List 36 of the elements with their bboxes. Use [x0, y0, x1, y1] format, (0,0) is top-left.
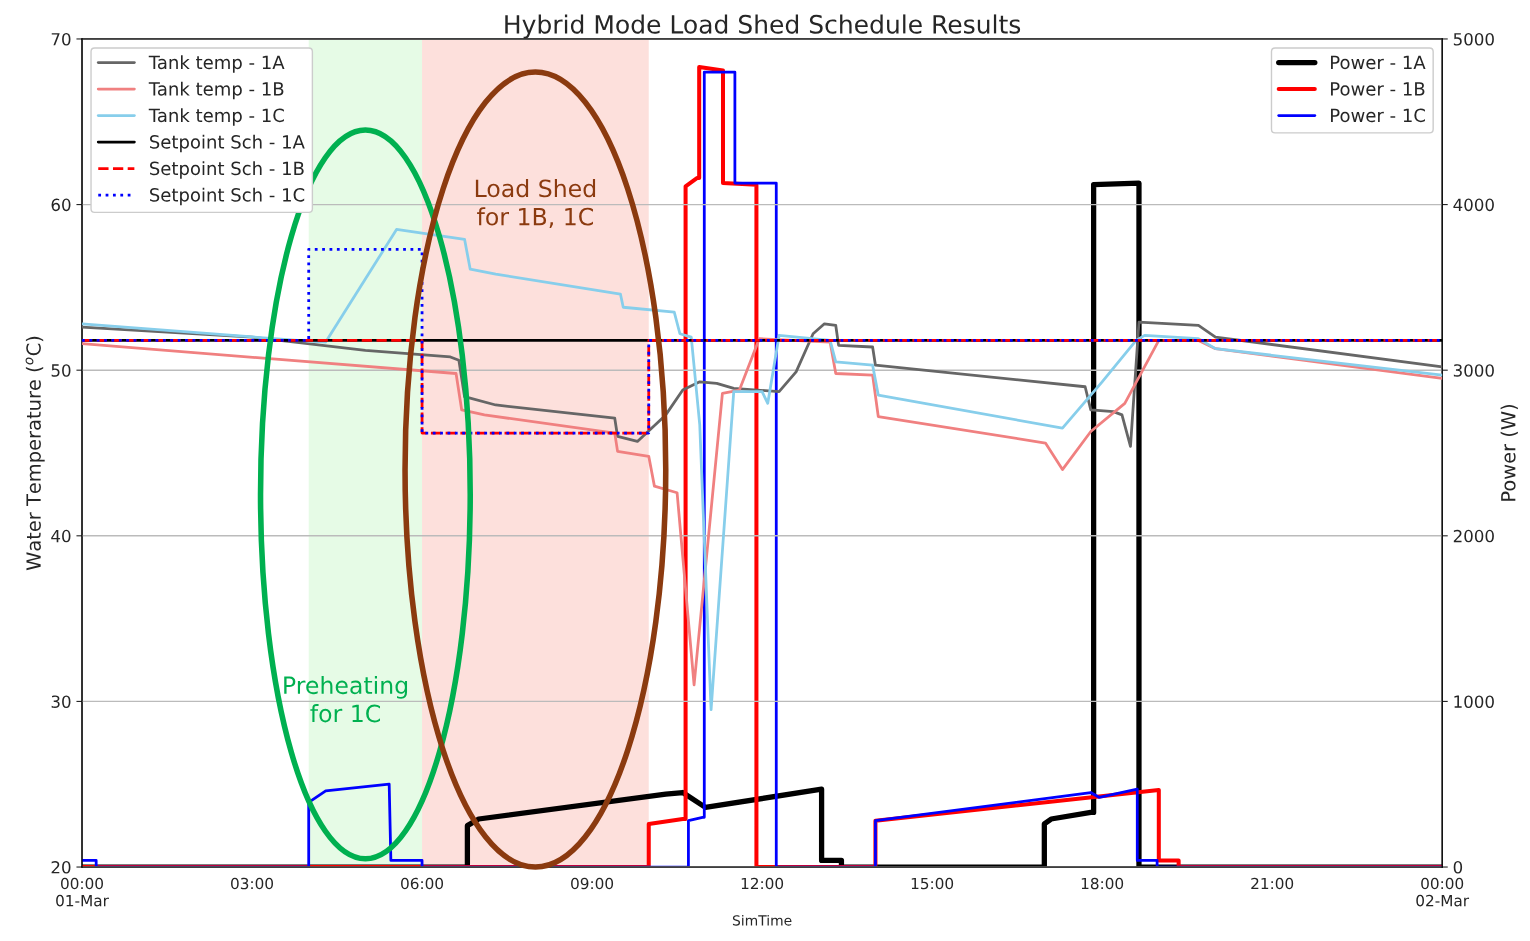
y-tick-label: 70: [51, 32, 71, 46]
x-tick-label: 15:00: [911, 877, 954, 890]
y2-tick-label: 0: [1453, 861, 1463, 874]
x-tick-label: 00:00 02-Mar: [1416, 877, 1470, 907]
band-label: Load Shed for 1B, 1C: [475, 179, 596, 228]
y-tick-label: 50: [51, 364, 71, 377]
legend-label: Power - 1B: [1331, 82, 1425, 96]
y2-tick-label: 4000: [1453, 198, 1494, 212]
x-tick-label: 12:00: [741, 877, 784, 890]
legend-label: Power - 1A: [1331, 55, 1426, 70]
chart-title: Hybrid Mode Load Shed Schedule Results: [505, 14, 1021, 39]
y-axis-title: Water Temperature ($^{o}$C): [25, 336, 45, 571]
y-tick-label: 30: [51, 695, 71, 708]
x-axis-title: SimTime: [732, 914, 792, 926]
legend-label: Tank temp - 1A: [148, 55, 285, 73]
legend-label: Setpoint Sch - 1B: [150, 161, 304, 179]
x-tick-label: 21:00: [1251, 877, 1294, 890]
x-tick-label: 09:00: [571, 877, 614, 890]
y-tick-label: 60: [51, 198, 71, 212]
legend-label: Setpoint Sch - 1A: [150, 134, 305, 153]
band-label: Preheating for 1C: [284, 675, 408, 723]
legend-label: Setpoint Sch - 1C: [150, 187, 305, 206]
x-tick-label: 00:00 01-Mar: [56, 877, 109, 907]
legend-label: Tank temp - 1C: [148, 108, 284, 126]
y2-tick-label: 1000: [1454, 695, 1494, 708]
y-tick-label: 40: [51, 529, 71, 543]
y2-tick-label: 2000: [1453, 529, 1494, 543]
y2-axis-title: Power (W): [1500, 404, 1518, 501]
legend-label: Tank temp - 1B: [148, 81, 284, 100]
y2-tick-label: 3000: [1453, 364, 1494, 377]
x-tick-label: 06:00: [401, 877, 444, 890]
legend-label: Power - 1C: [1331, 108, 1425, 123]
y-tick-label: 20: [51, 861, 71, 874]
x-tick-label: 03:00: [231, 877, 274, 890]
x-tick-label: 18:00: [1081, 877, 1124, 890]
y2-tick-label: 5000: [1453, 32, 1494, 46]
